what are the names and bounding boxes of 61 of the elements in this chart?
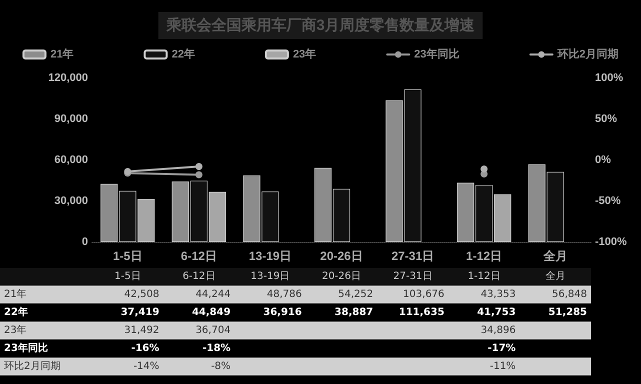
data-label: -18% <box>201 342 232 356</box>
y-tick-label: 30,000 <box>54 195 88 207</box>
x-tick-label: 20-26日 <box>320 249 363 263</box>
data-label: 43,353 <box>480 288 517 302</box>
legend-label: 21年 <box>50 48 74 60</box>
text: 23年同比 <box>4 343 48 354</box>
data-label: 54,252 <box>337 288 374 302</box>
data-label: -14% <box>132 360 160 374</box>
data-label: 111,635 <box>398 306 446 320</box>
y-tick-label: 120,000 <box>48 72 88 84</box>
data-label: -11% <box>488 360 517 374</box>
x-tick-label: 13-19日 <box>248 249 292 263</box>
x-tick-label: 1-12日 <box>466 249 502 263</box>
legend-label: 22年 <box>172 48 195 60</box>
point <box>195 171 202 178</box>
category-label: 1-5日 <box>114 271 141 282</box>
category-label: 1-12日 <box>468 271 500 282</box>
x-tick-label: 1-5日 <box>112 249 142 263</box>
data-label: 56,848 <box>551 288 588 302</box>
x-tick-label: 全月 <box>542 249 568 263</box>
y2-tick-label: -100% <box>595 236 628 248</box>
text: 23年 <box>4 325 27 336</box>
data-label: 37,419 <box>120 306 160 320</box>
chart-title: 乘联会全国乘用车厂商3月周度零售数量及增速 <box>165 16 476 34</box>
y2-tick-label: 100% <box>595 72 624 84</box>
x-tick-label: 6-12日 <box>180 249 217 263</box>
data-label: 44,244 <box>194 288 232 302</box>
data-label: 103,676 <box>402 288 446 302</box>
point <box>195 163 202 170</box>
point <box>480 166 488 173</box>
data-label: -17% <box>486 342 517 356</box>
legend-label: 23年同比 <box>414 48 460 60</box>
category-label: 13-19日 <box>250 271 290 282</box>
text: 环比2月同期 <box>4 361 60 372</box>
data-label: 44,849 <box>190 306 232 320</box>
y2-tick-label: 0% <box>595 154 612 166</box>
y-tick-label: 60,000 <box>54 154 88 166</box>
data-label: 34,896 <box>480 324 517 338</box>
data-label: 36,704 <box>194 324 232 338</box>
y2-tick-label: -50% <box>595 195 621 207</box>
y2-tick-label: 50% <box>595 113 618 125</box>
category-label: 20-26日 <box>322 271 362 282</box>
legend-label: 23年 <box>292 48 316 60</box>
text: 22年 <box>4 307 28 318</box>
data-label: 31,492 <box>123 324 160 338</box>
data-label: 36,916 <box>262 306 303 320</box>
data-label: -16% <box>130 342 160 356</box>
category-label: 全月 <box>545 271 566 282</box>
y-tick-label: 90,000 <box>54 113 88 125</box>
data-label: 51,285 <box>547 306 588 320</box>
y-tick-label: 0 <box>82 236 88 248</box>
data-label: 38,887 <box>334 306 374 320</box>
category-label: 27-31日 <box>393 271 432 282</box>
data-label: 42,508 <box>123 288 160 302</box>
text: 21年 <box>4 289 27 300</box>
data-label: 48,786 <box>266 288 303 302</box>
data-label: -8% <box>210 360 232 374</box>
x-tick-label: 27-31日 <box>391 249 434 263</box>
category-label: 6-12日 <box>182 271 216 282</box>
data-label: 41,753 <box>476 306 517 320</box>
legend-label: 环比2月同期 <box>556 48 619 60</box>
